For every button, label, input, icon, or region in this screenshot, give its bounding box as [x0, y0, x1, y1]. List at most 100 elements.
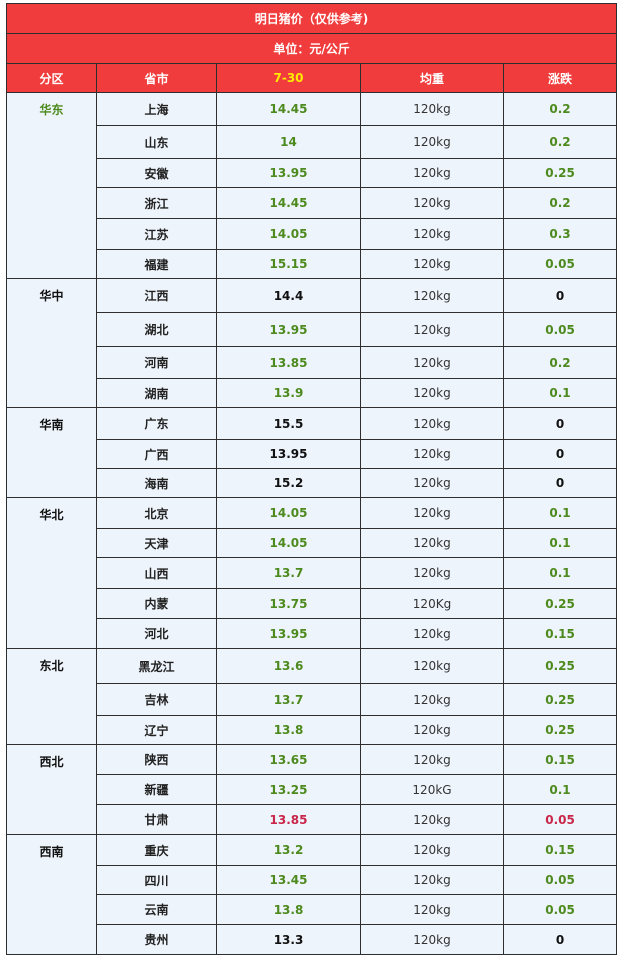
change-cell: 0.05 — [502, 312, 618, 347]
header-date: 7-30 — [216, 63, 361, 93]
header-change: 涨跌 — [502, 63, 618, 93]
province-cell: 福建 — [96, 249, 217, 279]
weight-cell: 120kG — [360, 774, 504, 805]
change-cell: 0.15 — [502, 744, 618, 775]
province-cell: 湖北 — [96, 312, 217, 347]
change-cell: 0.25 — [502, 715, 618, 745]
table-row: 东北 黑龙江 13.6 120kg 0.25 — [6, 648, 618, 745]
region-cell: 西北 — [6, 744, 97, 835]
region-cell: 华东 — [6, 92, 97, 279]
table-row: 辽宁 13.8 120kg 0.25 — [7, 715, 618, 745]
province-cell: 吉林 — [96, 683, 217, 716]
table-row: 广西 13.95 120kg 0 — [7, 439, 618, 469]
price-cell: 14.45 — [216, 92, 361, 126]
province-cell: 贵州 — [96, 924, 217, 955]
header-weight: 均重 — [360, 63, 504, 93]
region-cell: 华中 — [6, 278, 97, 408]
weight-cell: 120kg — [360, 346, 504, 379]
table-row: 贵州 13.3 120kg 0 — [7, 924, 618, 955]
table-row: 河南 13.85 120kg 0.2 — [7, 346, 618, 379]
province-cell: 上海 — [96, 92, 217, 126]
weight-cell: 120kg — [360, 924, 504, 955]
province-cell: 江苏 — [96, 218, 217, 250]
province-cell: 湖南 — [96, 378, 217, 408]
change-cell: 0.25 — [502, 158, 618, 188]
weight-cell: 120kg — [360, 894, 504, 925]
price-cell: 14.05 — [216, 497, 361, 529]
header-region: 分区 — [6, 63, 97, 93]
weight-cell: 120kg — [360, 557, 504, 589]
table-row: 吉林 13.7 120kg 0.25 — [7, 683, 618, 716]
table-row: 内蒙 13.75 120Kg 0.25 — [7, 588, 618, 619]
table-row: 福建 15.15 120kg 0.05 — [7, 249, 618, 279]
change-cell: 0.05 — [502, 894, 618, 925]
weight-cell: 120kg — [360, 804, 504, 835]
weight-cell: 120kg — [360, 125, 504, 159]
weight-cell: 120kg — [360, 683, 504, 716]
table-title: 明日猪价（仅供参考) — [5, 3, 618, 34]
price-cell: 14.05 — [216, 528, 361, 558]
province-cell: 甘肃 — [96, 804, 217, 835]
change-cell: 0.25 — [502, 588, 618, 619]
change-cell: 0.15 — [502, 834, 618, 866]
change-cell: 0.25 — [502, 648, 618, 684]
table-row: 新疆 13.25 120kG 0.1 — [7, 774, 618, 805]
change-cell: 0 — [502, 924, 618, 955]
weight-cell: 120kg — [360, 648, 504, 684]
weight-cell: 120kg — [360, 158, 504, 188]
price-cell: 15.5 — [216, 407, 361, 440]
price-cell: 13.85 — [216, 804, 361, 835]
unit-label: 单位：元/公斤 — [5, 33, 618, 64]
table-row: 安徽 13.95 120kg 0.25 — [7, 158, 618, 188]
province-cell: 陕西 — [96, 744, 217, 775]
weight-cell: 120kg — [360, 618, 504, 649]
province-cell: 河北 — [96, 618, 217, 649]
province-cell: 内蒙 — [96, 588, 217, 619]
weight-cell: 120kg — [360, 407, 504, 440]
weight-cell: 120kg — [360, 312, 504, 347]
weight-cell: 120kg — [360, 187, 504, 219]
change-cell: 0.2 — [502, 187, 618, 219]
change-cell: 0 — [502, 278, 618, 313]
table-row: 天津 14.05 120kg 0.1 — [7, 528, 618, 558]
table-row: 山西 13.7 120kg 0.1 — [7, 557, 618, 589]
province-cell: 云南 — [96, 894, 217, 925]
price-cell: 13.3 — [216, 924, 361, 955]
price-cell: 13.95 — [216, 312, 361, 347]
change-cell: 0.1 — [502, 557, 618, 589]
table-row: 华东 上海 14.45 120kg 0.2 — [6, 92, 618, 279]
price-cell: 13.2 — [216, 834, 361, 866]
table-row: 华南 广东 15.5 120kg 0 — [6, 407, 618, 498]
province-cell: 江西 — [96, 278, 217, 313]
province-cell: 天津 — [96, 528, 217, 558]
weight-cell: 120kg — [360, 528, 504, 558]
province-cell: 辽宁 — [96, 715, 217, 745]
change-cell: 0.3 — [502, 218, 618, 250]
weight-cell: 120kg — [360, 378, 504, 408]
change-cell: 0.25 — [502, 683, 618, 716]
change-cell: 0 — [502, 407, 618, 440]
price-cell: 13.6 — [216, 648, 361, 684]
weight-cell: 120kg — [360, 439, 504, 469]
weight-cell: 120Kg — [360, 588, 504, 619]
price-cell: 13.7 — [216, 683, 361, 716]
change-cell: 0.2 — [502, 92, 618, 126]
weight-cell: 120kg — [360, 715, 504, 745]
table-row: 江苏 14.05 120kg 0.3 — [7, 218, 618, 250]
weight-cell: 120kg — [360, 865, 504, 895]
price-cell: 13.8 — [216, 715, 361, 745]
province-cell: 浙江 — [96, 187, 217, 219]
province-cell: 山西 — [96, 557, 217, 589]
province-cell: 河南 — [96, 346, 217, 379]
price-cell: 13.95 — [216, 158, 361, 188]
table-row: 浙江 14.45 120kg 0.2 — [7, 187, 618, 219]
province-cell: 安徽 — [96, 158, 217, 188]
province-cell: 四川 — [96, 865, 217, 895]
table-row: 华中 江西 14.4 120kg 0 — [6, 278, 618, 408]
price-cell: 13.45 — [216, 865, 361, 895]
table-row: 山东 14 120kg 0.2 — [7, 125, 618, 159]
weight-cell: 120kg — [360, 218, 504, 250]
change-cell: 0 — [502, 468, 618, 498]
change-cell: 0.1 — [502, 528, 618, 558]
weight-cell: 120kg — [360, 468, 504, 498]
